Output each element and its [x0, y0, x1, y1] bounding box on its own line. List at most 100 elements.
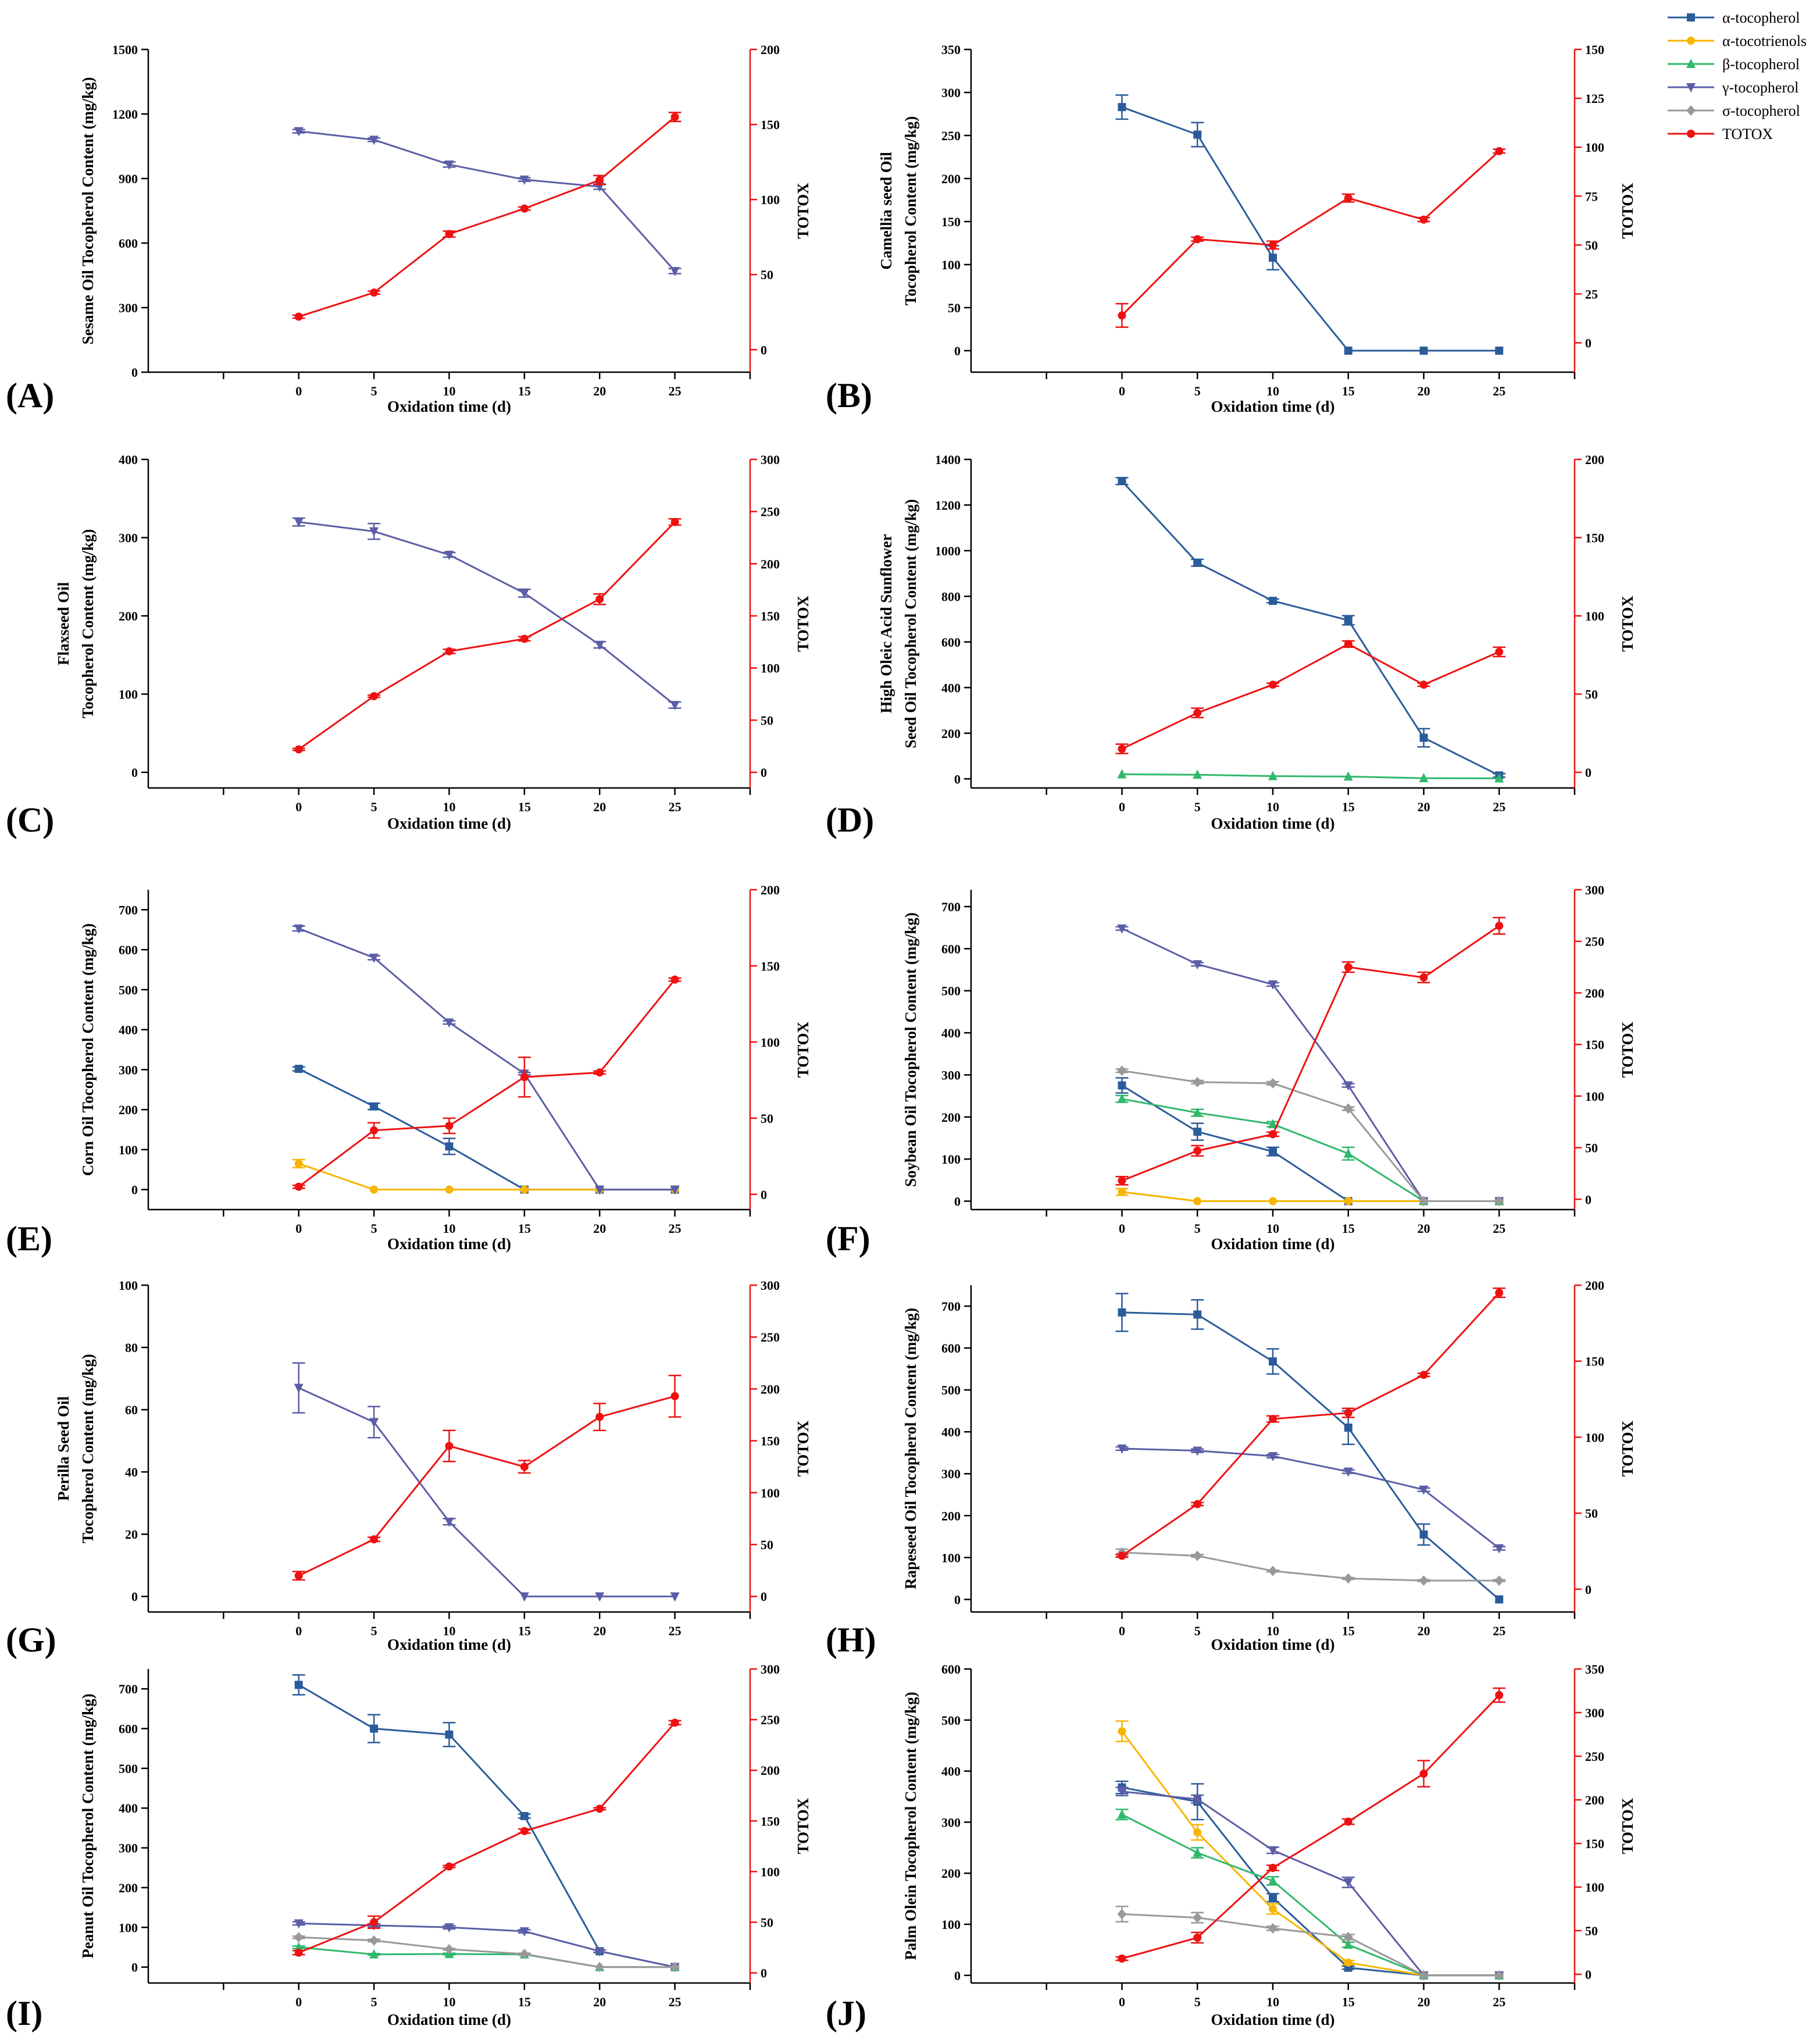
y2-tick-label: 200 — [761, 1763, 780, 1778]
legend-marker — [1686, 83, 1696, 92]
y-tick-label: 200 — [941, 1866, 961, 1881]
series-TOTOX — [1115, 916, 1506, 1186]
data-point — [670, 975, 679, 984]
y2-tick-label: 350 — [1585, 1662, 1604, 1677]
panel-label: (E) — [6, 1219, 52, 1258]
y-tick-label: 0 — [954, 344, 961, 358]
y-tick-label: 500 — [941, 984, 961, 998]
series-line — [1121, 643, 1500, 750]
y2-tick-label: 150 — [761, 1434, 780, 1449]
data-point — [370, 1126, 379, 1135]
data-point — [1419, 1970, 1429, 1981]
y-tick-label: 0 — [131, 1589, 138, 1604]
y-tick-label: 0 — [131, 765, 138, 780]
series-line — [298, 130, 676, 272]
data-point — [1117, 1809, 1127, 1819]
data-point — [670, 1718, 679, 1727]
data-point — [369, 527, 379, 537]
data-point — [370, 692, 379, 701]
data-point — [294, 1942, 304, 1952]
series-line — [1122, 1098, 1500, 1203]
x-tick-label: 5 — [371, 384, 377, 398]
x-tick-label: 15 — [1342, 1995, 1355, 2009]
data-point — [1495, 647, 1504, 656]
data-point — [1117, 769, 1127, 779]
data-point — [1193, 1076, 1202, 1087]
panel-a: 0 300 600 900 1200 1500 0 50 100 150 200 0 5 10 15 20 25… — [79, 42, 812, 415]
series-TOTOX — [292, 112, 681, 321]
y-axis-label: Perilla Seed Oil — [55, 1396, 72, 1501]
y-axis-label: Corn Oil Tocopherol Content (mg/kg) — [79, 923, 97, 1176]
data-point — [1269, 1893, 1277, 1902]
data-point — [294, 312, 303, 321]
series-α-tocopherol — [1115, 94, 1504, 355]
legend-label: γ-tocopherol — [1722, 79, 1798, 96]
y-tick-label: 100 — [941, 1917, 961, 1932]
y2-tick-label: 100 — [1585, 1430, 1604, 1445]
series-γ-tocopherol — [292, 517, 681, 711]
data-point — [1118, 1552, 1126, 1560]
series-γ-tocopherol — [1115, 1786, 1504, 1981]
y-tick-label: 500 — [119, 1761, 138, 1776]
data-point — [1344, 1423, 1352, 1432]
data-point — [444, 1943, 454, 1955]
x-tick-label: 20 — [593, 1221, 606, 1236]
data-point — [1419, 1371, 1428, 1379]
y2-tick-label: 0 — [1585, 1967, 1591, 1982]
y-tick-label: 200 — [941, 1110, 961, 1125]
y2-tick-label: 100 — [761, 1035, 780, 1050]
series-line — [1122, 1311, 1500, 1600]
x-tick-label: 10 — [443, 800, 456, 814]
data-point — [370, 1918, 379, 1927]
x-tick-label: 0 — [295, 1995, 302, 2009]
data-point — [1118, 1176, 1126, 1185]
data-point — [444, 1517, 454, 1527]
y-tick-label: 100 — [119, 1920, 138, 1935]
series-line — [1121, 1085, 1500, 1203]
series-TOTOX — [292, 975, 681, 1191]
data-point — [1268, 1078, 1277, 1089]
data-point — [1419, 347, 1428, 355]
series-line — [1121, 928, 1500, 1203]
legend-label: α-tocotrienols — [1722, 33, 1807, 49]
y-tick-label: 1200 — [935, 498, 961, 512]
data-point — [1269, 241, 1277, 249]
y-tick-label: 1500 — [112, 42, 138, 57]
y2-tick-label: 100 — [761, 1486, 780, 1500]
y2-tick-label: 100 — [1585, 1089, 1604, 1104]
data-point — [294, 1182, 303, 1191]
data-point — [1269, 1905, 1277, 1913]
y2-tick-label: 100 — [761, 1864, 780, 1879]
data-point — [1344, 1958, 1352, 1967]
data-point — [1343, 1939, 1353, 1949]
series-β-tocopherol — [1115, 1093, 1504, 1206]
series-σ-tocopherol — [1115, 1906, 1504, 1981]
data-point — [1193, 1128, 1202, 1136]
data-point — [670, 1961, 680, 1973]
x-tick-label: 10 — [443, 1221, 456, 1236]
x-tick-label: 5 — [1194, 1995, 1201, 2009]
y-tick-label: 0 — [131, 365, 138, 380]
data-point — [1343, 1573, 1353, 1584]
data-point — [294, 127, 304, 137]
data-point — [1269, 680, 1277, 689]
y2-axis-label: TOTOX — [1619, 1420, 1636, 1476]
y-tick-label: 800 — [941, 589, 961, 604]
y2-axis-label: TOTOX — [794, 1798, 812, 1854]
y2-tick-label: 50 — [761, 713, 773, 727]
x-tick-label: 5 — [371, 1624, 377, 1638]
series-line — [298, 1387, 675, 1597]
series-γ-tocopherol — [1115, 924, 1504, 1207]
y2-tick-label: 25 — [1585, 287, 1598, 301]
x-tick-label: 15 — [518, 384, 531, 398]
y2-tick-label: 150 — [1585, 531, 1604, 545]
y-axis-label: Seed Oil Tocopherol Content (mg/kg) — [902, 499, 919, 748]
series-α-tocopherol — [1115, 1077, 1504, 1206]
panel-label: (A) — [6, 376, 54, 415]
data-point — [1118, 744, 1126, 753]
y-axis-label: Sesame Oil Tocopherol Content (mg/kg) — [79, 77, 97, 344]
y2-tick-label: 0 — [1585, 336, 1591, 351]
x-tick-label: 10 — [443, 1624, 456, 1638]
y2-axis-label: TOTOX — [794, 183, 812, 239]
x-axis-label: Oxidation time (d) — [387, 1636, 511, 1653]
